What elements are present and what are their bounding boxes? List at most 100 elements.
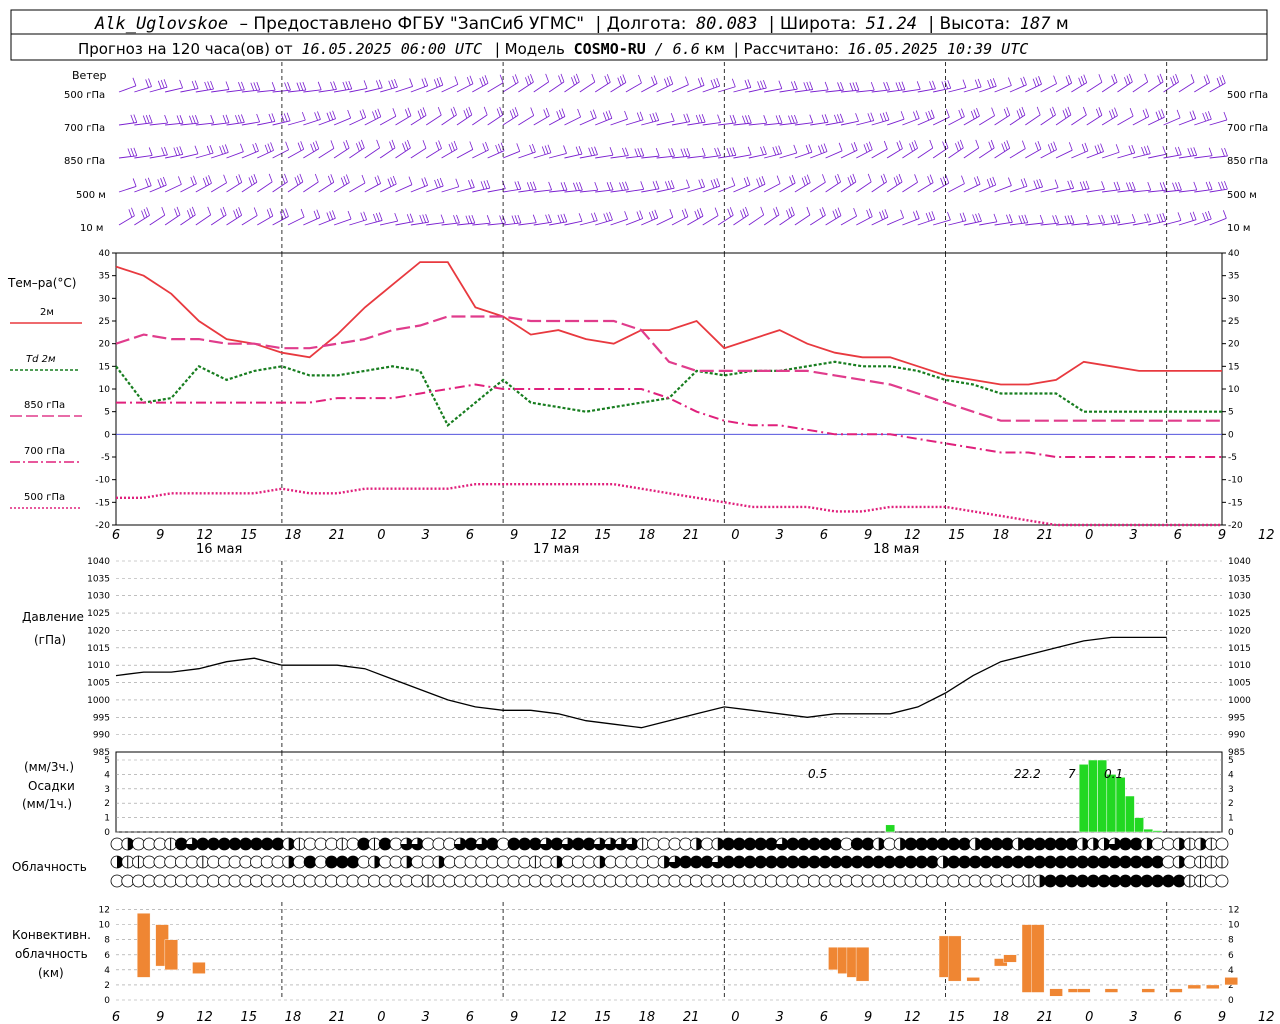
wind-barb-feather — [157, 179, 162, 188]
wind-barb — [1102, 189, 1121, 193]
wind-barb — [426, 222, 445, 226]
cloud-symbol — [110, 837, 124, 851]
wind-barb-feather — [544, 145, 549, 154]
wind-barb-feather — [636, 211, 641, 220]
wind-barb — [656, 187, 675, 193]
precip-title: Осадки — [28, 779, 75, 793]
wind-barb — [195, 152, 214, 159]
wind-barb-feather — [1039, 214, 1044, 224]
wind-barb-feather — [605, 111, 610, 120]
cloud-symbol — [947, 874, 961, 888]
wind-barb — [840, 120, 859, 126]
cloud-symbol — [689, 855, 703, 869]
wind-barb-feather — [470, 179, 475, 188]
cloud-symbol — [732, 874, 746, 888]
wind-barb-feather — [838, 142, 843, 151]
wind-barb-feather — [987, 80, 991, 89]
pressure-tick-left: 1040 — [87, 557, 110, 567]
wind-barb-feather — [757, 81, 761, 90]
wind-barb-feather — [548, 214, 552, 223]
wind-barb — [1163, 219, 1182, 226]
y-tick-label-right: 5 — [1228, 408, 1234, 418]
wind-barb-feather — [348, 80, 353, 90]
wind-barb-feather — [271, 113, 276, 122]
wind-barb-feather — [655, 180, 660, 189]
cloud-symbol — [228, 837, 242, 851]
cloud-symbol — [1054, 874, 1068, 888]
cloud-symbol — [807, 855, 821, 869]
wind-barb-feather — [545, 214, 549, 223]
wind-barb — [456, 222, 475, 226]
wind-barb — [979, 221, 998, 226]
wind-barb-feather — [1101, 214, 1106, 224]
precip-tick-left: 5 — [104, 756, 110, 766]
cloud-symbol — [582, 855, 596, 869]
wind-barb — [1009, 148, 1026, 159]
wind-barb-feather — [560, 182, 565, 191]
wind-barb-feather — [332, 110, 336, 119]
precip-unit-1h: (мм/1ч.) — [22, 797, 72, 811]
wind-barb-feather — [145, 115, 150, 124]
x-tick-label-bottom: 3 — [1129, 1010, 1137, 1024]
wind-barb — [625, 119, 644, 126]
wind-barb-feather — [1096, 108, 1100, 118]
cloud-symbol — [303, 837, 317, 851]
wind-barb-feather — [977, 78, 982, 88]
cloud-symbol — [571, 874, 585, 888]
wind-barb-feather — [495, 144, 499, 154]
wind-barb-feather — [425, 214, 430, 223]
cloud-symbol — [754, 855, 768, 869]
cloud-symbol — [314, 837, 328, 851]
cloud-symbol — [486, 855, 499, 869]
cloud-symbol — [410, 874, 424, 888]
wind-barb — [441, 148, 458, 159]
cloud-symbol — [239, 837, 253, 851]
cloud-symbol — [443, 837, 456, 851]
wind-barb-feather — [282, 209, 287, 219]
wind-barb-feather — [222, 145, 226, 154]
wind-barb-feather — [681, 209, 686, 219]
wind-barb — [1071, 188, 1090, 193]
cloud-symbol — [561, 855, 574, 869]
wind-barb-feather — [240, 114, 245, 123]
wind-barb-feather — [655, 147, 660, 157]
series-td2m — [115, 360, 1222, 428]
wind-barb — [702, 122, 721, 126]
wind-barb-feather — [132, 178, 137, 187]
wind-barb-feather — [714, 207, 719, 216]
wind-barb-feather — [233, 210, 237, 219]
cloud-symbol — [1054, 837, 1068, 851]
wind-barb-feather — [870, 112, 875, 121]
cloud-symbol — [786, 837, 800, 851]
cloud-symbol-three-quarter — [1108, 838, 1121, 850]
wind-barb — [1147, 116, 1165, 126]
wind-barb-feather — [294, 177, 299, 186]
wind-barb — [1148, 153, 1166, 159]
wind-barb — [656, 216, 674, 226]
wind-barb-feather — [1006, 214, 1010, 223]
wind-barb-feather — [1156, 214, 1161, 223]
wind-barb-feather — [593, 212, 598, 221]
wind-barb-feather — [669, 209, 674, 218]
wind-barb-feather — [639, 111, 644, 120]
cloud-symbol — [1011, 874, 1025, 888]
provider-text: – Предоставлено ФГБУ "ЗапСиб УГМС" — [239, 14, 584, 34]
wind-barb-feather — [241, 81, 245, 90]
wind-barb-feather — [793, 81, 798, 90]
wind-barb-feather — [837, 82, 841, 91]
wind-barb — [287, 216, 305, 226]
x-axis-bottom: 6 9 12 15 18 21 0 3 6 9 12 15 18 21 0 3 6 9 12 15 18 21 0 3 6 9 12 — [112, 1010, 1275, 1024]
wind-barb — [687, 155, 706, 159]
cloud-symbol-half — [1093, 838, 1100, 850]
wind-barb-feather — [404, 109, 409, 118]
wind-barb-feather — [147, 177, 152, 186]
wind-barb-feather — [1162, 146, 1167, 155]
wind-barb — [1194, 155, 1213, 159]
x-tick-label-bottom: 9 — [510, 1010, 518, 1024]
wind-barb-feather — [834, 175, 839, 184]
date-label-18: 18 мая — [873, 542, 919, 557]
cloud-symbol — [1129, 874, 1143, 888]
wind-barb-feather — [822, 174, 826, 183]
wind-barb-feather — [992, 176, 997, 186]
wind-barb-feather — [345, 174, 350, 183]
